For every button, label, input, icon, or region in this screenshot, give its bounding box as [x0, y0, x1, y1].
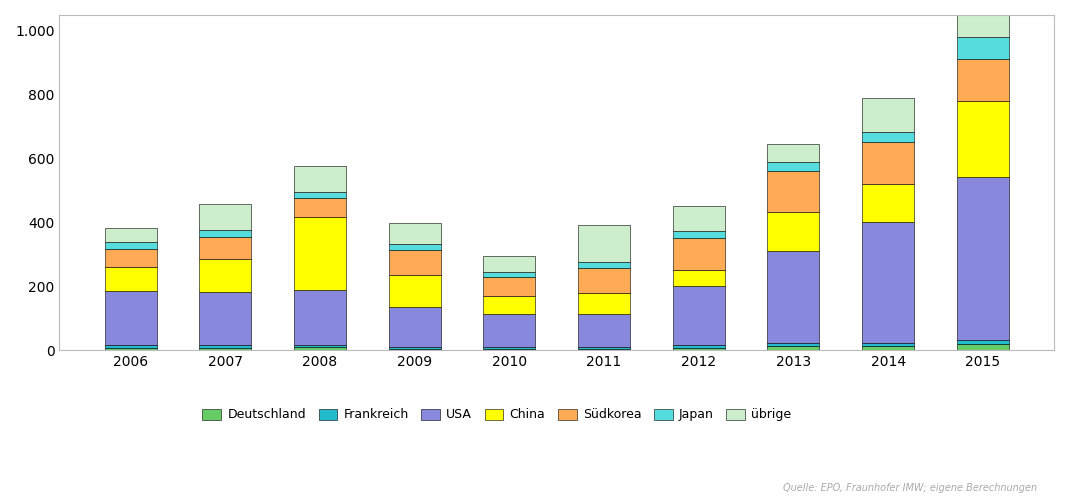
Bar [389, 275, 440, 307]
Bar [578, 349, 630, 350]
Bar [105, 243, 157, 249]
Bar [483, 272, 536, 277]
Bar [672, 238, 725, 270]
Bar [294, 345, 346, 347]
Bar [483, 277, 536, 296]
Bar [389, 347, 440, 349]
Bar [578, 268, 630, 293]
Bar [578, 293, 630, 314]
Bar [483, 349, 536, 350]
Bar [862, 98, 914, 132]
Bar [768, 162, 820, 171]
Bar [389, 249, 440, 275]
Bar [105, 267, 157, 291]
Bar [483, 296, 536, 314]
Bar [672, 345, 725, 348]
Bar [862, 142, 914, 184]
Bar [199, 230, 251, 237]
Bar [957, 0, 1009, 37]
Bar [199, 345, 251, 348]
Bar [862, 222, 914, 343]
Bar [578, 347, 630, 349]
Bar [957, 101, 1009, 177]
Bar [199, 348, 251, 350]
Bar [389, 223, 440, 244]
Bar [672, 206, 725, 231]
Bar [105, 348, 157, 350]
Bar [294, 192, 346, 198]
Bar [105, 228, 157, 243]
Bar [672, 231, 725, 238]
Bar [768, 212, 820, 250]
Bar [294, 166, 346, 192]
Bar [105, 249, 157, 267]
Bar [389, 307, 440, 347]
Bar [389, 349, 440, 350]
Bar [862, 343, 914, 347]
Bar [105, 291, 157, 345]
Bar [957, 344, 1009, 350]
Bar [294, 217, 346, 290]
Bar [957, 59, 1009, 101]
Bar [483, 347, 536, 349]
Bar [768, 144, 820, 162]
Bar [578, 262, 630, 268]
Bar [578, 226, 630, 262]
Bar [672, 270, 725, 286]
Bar [768, 250, 820, 343]
Bar [672, 348, 725, 350]
Bar [957, 340, 1009, 344]
Bar [578, 314, 630, 347]
Text: Quelle: EPO, Fraunhofer IMW; eigene Berechnungen: Quelle: EPO, Fraunhofer IMW; eigene Bere… [783, 483, 1037, 493]
Bar [199, 292, 251, 345]
Bar [294, 347, 346, 350]
Bar [294, 290, 346, 345]
Bar [862, 132, 914, 142]
Bar [389, 244, 440, 249]
Bar [862, 347, 914, 350]
Bar [768, 171, 820, 212]
Bar [483, 256, 536, 272]
Bar [862, 184, 914, 222]
Bar [105, 345, 157, 348]
Legend: Deutschland, Frankreich, USA, China, Südkorea, Japan, übrige: Deutschland, Frankreich, USA, China, Süd… [198, 403, 796, 426]
Bar [483, 314, 536, 347]
Bar [957, 37, 1009, 59]
Bar [957, 177, 1009, 340]
Bar [199, 204, 251, 230]
Bar [768, 343, 820, 347]
Bar [768, 347, 820, 350]
Bar [199, 237, 251, 259]
Bar [199, 259, 251, 292]
Bar [672, 286, 725, 345]
Bar [294, 198, 346, 217]
